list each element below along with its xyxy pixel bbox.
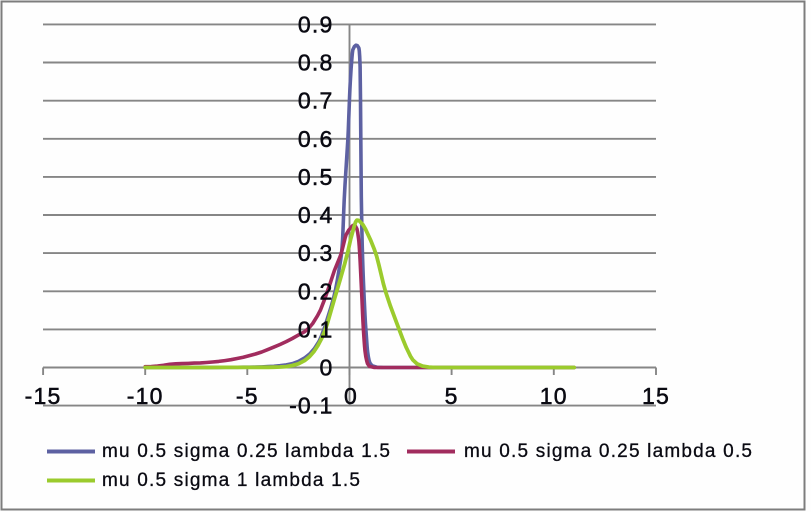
svg-text:0: 0 <box>320 355 334 381</box>
svg-text:mu 0.5 sigma 1 lambda 1.5: mu 0.5 sigma 1 lambda 1.5 <box>102 470 361 491</box>
svg-text:mu 0.5 sigma 0.25 lambda 0.5: mu 0.5 sigma 0.25 lambda 0.5 <box>464 441 753 462</box>
svg-text:0.6: 0.6 <box>298 126 334 152</box>
svg-text:0.1: 0.1 <box>298 316 334 342</box>
svg-text:-5: -5 <box>236 383 259 409</box>
svg-text:0.7: 0.7 <box>298 88 334 114</box>
svg-text:0.4: 0.4 <box>298 202 334 228</box>
svg-text:0.8: 0.8 <box>298 50 334 76</box>
svg-text:-10: -10 <box>127 383 164 409</box>
svg-text:-0.1: -0.1 <box>289 393 333 419</box>
svg-text:0.3: 0.3 <box>298 240 334 266</box>
svg-text:0: 0 <box>344 383 358 409</box>
svg-text:-15: -15 <box>25 383 62 409</box>
svg-text:15: 15 <box>642 383 670 409</box>
svg-text:10: 10 <box>540 383 568 409</box>
svg-text:0.9: 0.9 <box>298 11 334 37</box>
svg-text:5: 5 <box>445 383 459 409</box>
svg-text:0.5: 0.5 <box>298 164 334 190</box>
svg-text:mu 0.5 sigma 0.25 lambda 1.5: mu 0.5 sigma 0.25 lambda 1.5 <box>102 441 391 462</box>
svg-text:0.2: 0.2 <box>298 278 334 304</box>
